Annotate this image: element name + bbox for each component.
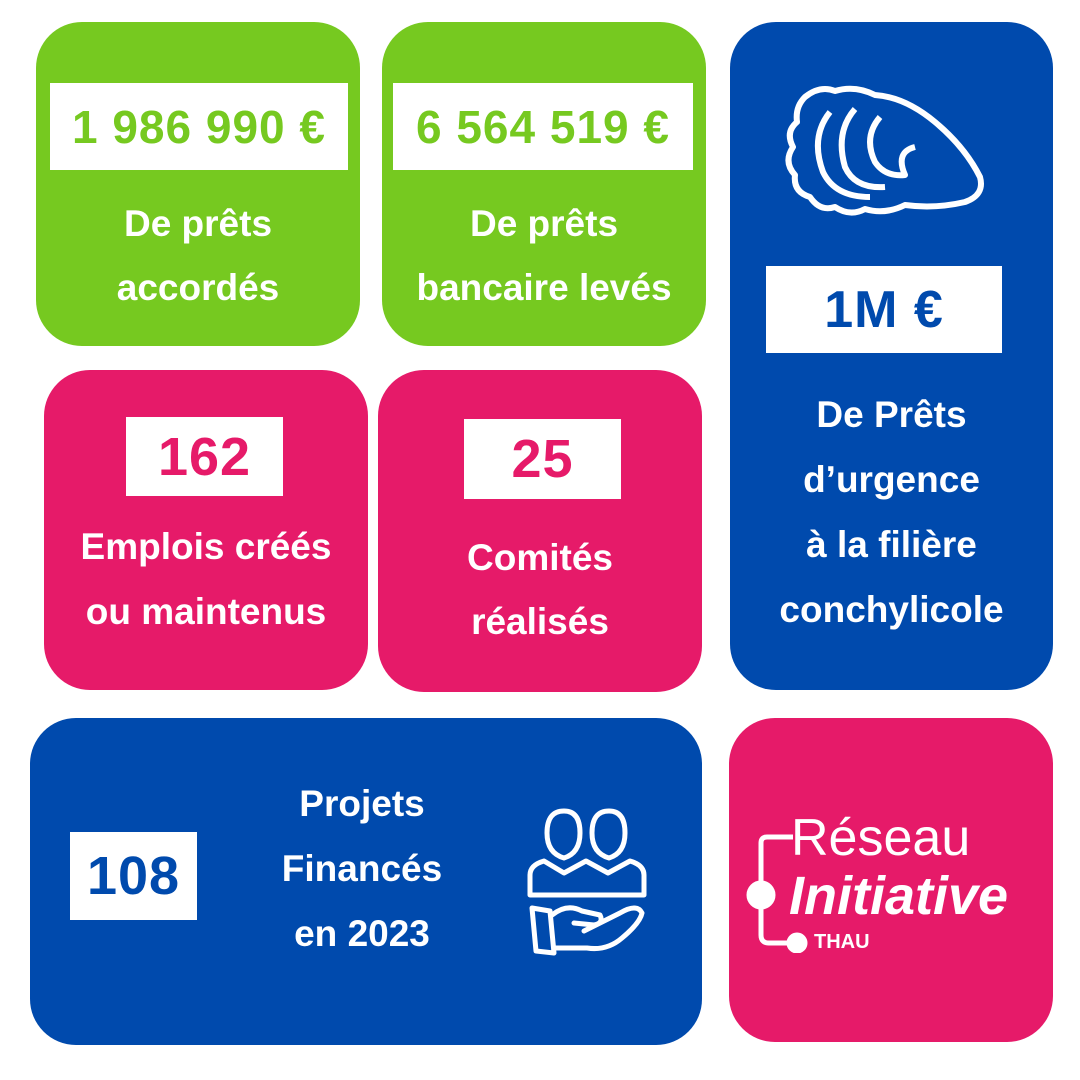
stat-value: 162 — [126, 417, 283, 496]
stat-label: en 2023 — [294, 913, 430, 954]
stat-label: Financés — [281, 848, 443, 889]
stat-value: 25 — [464, 419, 621, 499]
stat-label: Comités — [467, 537, 613, 578]
logo-connector-icon — [746, 834, 808, 953]
stat-label: bancaire levés — [416, 267, 672, 308]
stat-label: à la filière — [806, 524, 977, 565]
stat-label: ou maintenus — [85, 591, 327, 632]
logo-line2: Initiative — [789, 866, 1009, 926]
stat-value: 6 564 519 € — [393, 83, 693, 170]
logo-line1: Réseau — [791, 809, 971, 867]
stat-label: Emplois créés — [80, 526, 332, 567]
stat-value: 1M € — [766, 266, 1002, 353]
stat-label: d’urgence — [803, 459, 980, 500]
stat-card-committees: 25 Comités réalisés — [378, 370, 702, 692]
stat-label: Projets — [299, 783, 425, 824]
stat-label: De prêts — [123, 203, 273, 244]
oyster-icon — [785, 85, 984, 216]
stat-card-jobs: 162 Emplois créés ou maintenus — [44, 370, 368, 690]
stat-label: réalisés — [471, 601, 609, 642]
stat-value: 1 986 990 € — [50, 83, 348, 170]
stat-card-bank-loans: 6 564 519 € De prêts bancaire levés — [382, 22, 706, 346]
reseau-initiative-thau-logo: Réseau Initiative THAU — [729, 718, 1053, 1042]
stat-value: 108 — [70, 832, 197, 920]
stat-card-loans-granted: 1 986 990 € De prêts accordés — [36, 22, 360, 346]
people-in-hand-icon — [527, 808, 647, 956]
stat-card-projects: 108 Projets Financés en 2023 — [30, 718, 702, 1045]
logo-line3: THAU — [814, 931, 870, 953]
stat-label: De prêts — [469, 203, 619, 244]
stat-label: De Prêts — [816, 394, 967, 435]
stat-label: conchylicole — [779, 589, 1004, 630]
stat-label: accordés — [116, 267, 280, 308]
stat-card-emergency-loans: 1M € De Prêts d’urgence à la filière con… — [730, 22, 1053, 690]
